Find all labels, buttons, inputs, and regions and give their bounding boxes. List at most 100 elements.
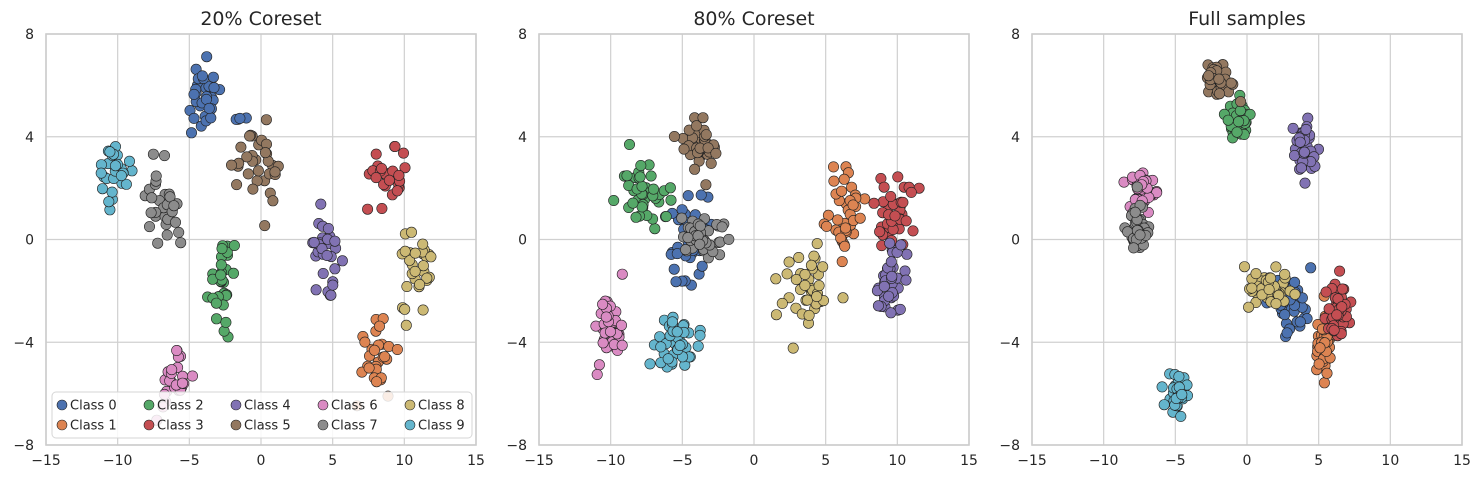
data-point	[799, 279, 811, 291]
data-point	[832, 214, 844, 226]
legend-item: Class 0	[56, 399, 117, 414]
data-point	[231, 179, 243, 191]
data-point	[1263, 283, 1275, 295]
data-point	[615, 319, 627, 331]
data-point	[593, 359, 605, 371]
panel-3: −15 −10 −5 0 5 10 15 −8 −4 0 4 8 Full samples	[999, 8, 1471, 469]
series-class-5	[226, 114, 284, 232]
data-point	[171, 344, 183, 356]
points	[1118, 59, 1357, 422]
x-tick-label: 5	[821, 453, 830, 469]
data-point	[803, 309, 815, 321]
data-point	[839, 240, 851, 252]
data-point	[409, 265, 421, 277]
data-point	[147, 148, 159, 160]
data-point	[1235, 96, 1247, 108]
data-point	[173, 226, 185, 238]
axes-frame	[45, 33, 477, 446]
data-point	[608, 195, 620, 207]
x-tick-label: −5	[1165, 453, 1186, 469]
data-point	[1129, 206, 1141, 218]
data-point	[1246, 282, 1258, 294]
data-point	[1203, 70, 1215, 82]
data-point	[177, 377, 189, 389]
y-tick-label: −4	[13, 335, 34, 351]
series-class-8	[770, 238, 849, 354]
data-point	[399, 303, 411, 315]
legend-label: Class 7	[331, 419, 378, 434]
data-point	[600, 311, 612, 323]
data-point	[120, 178, 132, 190]
data-point	[885, 307, 897, 319]
data-point	[872, 300, 884, 312]
data-point	[310, 284, 322, 296]
data-point	[145, 207, 157, 219]
chart-title: 20% Coreset	[200, 8, 321, 30]
series-class-8	[1239, 261, 1301, 313]
data-point	[152, 237, 164, 249]
data-point	[397, 147, 409, 159]
data-point	[188, 112, 200, 124]
data-point	[201, 51, 213, 63]
legend-marker	[230, 399, 242, 411]
data-point	[106, 186, 118, 198]
legend-label: Class 0	[70, 399, 117, 414]
data-point	[616, 268, 628, 280]
data-point	[854, 212, 866, 224]
data-point	[705, 157, 717, 169]
data-point	[166, 364, 178, 376]
x-tick-label: 0	[1243, 453, 1252, 469]
data-point	[1225, 77, 1237, 89]
data-point	[885, 191, 897, 203]
data-point	[1294, 316, 1306, 328]
data-point	[692, 340, 704, 352]
data-point	[1243, 301, 1255, 313]
data-point	[150, 170, 162, 182]
data-point	[1305, 262, 1317, 274]
data-point	[868, 197, 880, 209]
data-point	[405, 226, 417, 238]
legend-item: Class 7	[317, 419, 378, 434]
data-point	[220, 316, 232, 328]
data-point	[1151, 187, 1163, 199]
data-point	[170, 216, 182, 228]
data-point	[1294, 136, 1306, 148]
data-point	[630, 211, 642, 223]
data-point	[1313, 358, 1325, 370]
data-point	[168, 200, 180, 212]
data-point	[878, 280, 890, 292]
data-point	[694, 329, 706, 341]
legend-marker	[143, 419, 155, 431]
series-class-8	[396, 226, 437, 331]
data-point	[1331, 309, 1343, 321]
data-point	[666, 316, 678, 328]
data-point	[668, 131, 680, 143]
legend-label: Class 8	[418, 399, 465, 414]
data-point	[373, 320, 385, 332]
data-point	[660, 211, 672, 223]
y-tick-label: 0	[518, 233, 527, 249]
legend-item: Class 4	[230, 399, 291, 414]
series-class-1	[818, 161, 871, 268]
data-point	[1156, 381, 1168, 393]
y-tick-label: 4	[518, 130, 527, 146]
series-class-9	[1156, 368, 1194, 422]
data-point	[884, 237, 896, 249]
data-point	[1318, 377, 1330, 389]
series-class-7	[139, 148, 187, 249]
x-tick-label: 0	[750, 453, 759, 469]
data-point	[597, 337, 609, 349]
data-point	[897, 196, 909, 208]
data-point	[269, 166, 281, 178]
data-point	[259, 147, 271, 159]
data-point	[175, 237, 187, 249]
data-point	[647, 183, 659, 195]
data-point	[1300, 124, 1312, 136]
data-point	[215, 269, 227, 281]
data-point	[817, 261, 829, 273]
data-point	[1270, 261, 1282, 273]
points	[590, 112, 925, 380]
data-point	[805, 259, 817, 271]
x-tick-label: 5	[1314, 453, 1323, 469]
data-point	[1175, 410, 1187, 422]
